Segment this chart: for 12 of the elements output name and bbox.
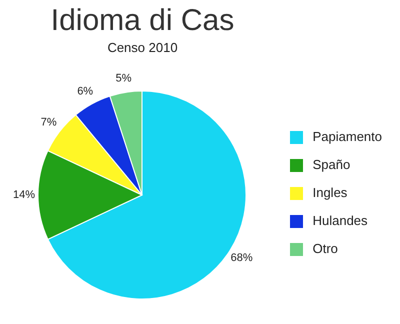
- legend-label: Hulandes: [312, 213, 368, 228]
- data-label: 14%: [12, 189, 36, 201]
- data-label: 7%: [40, 116, 57, 129]
- chart-subtitle: Censo 2010: [106, 40, 179, 55]
- chart-title: Idioma di Cas: [50, 4, 236, 38]
- legend-label: Ingles: [312, 185, 348, 200]
- data-label: 5%: [116, 72, 132, 84]
- legend-label: Papiamento: [312, 129, 382, 144]
- data-label: 6%: [77, 86, 94, 98]
- legend-label: Spaño: [312, 157, 350, 172]
- data-label: 68%: [230, 252, 253, 264]
- legend-label: Otro: [312, 241, 338, 256]
